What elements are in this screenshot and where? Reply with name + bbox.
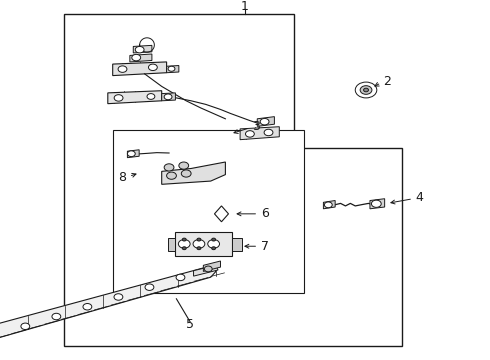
Circle shape bbox=[181, 170, 191, 177]
Circle shape bbox=[360, 86, 372, 94]
Text: 3: 3 bbox=[252, 120, 260, 132]
Bar bbox=[175, 232, 232, 256]
Circle shape bbox=[145, 284, 154, 291]
Circle shape bbox=[164, 94, 172, 100]
Circle shape bbox=[83, 303, 92, 310]
Circle shape bbox=[178, 240, 190, 248]
Polygon shape bbox=[113, 62, 167, 76]
Circle shape bbox=[114, 95, 123, 101]
Circle shape bbox=[197, 247, 201, 250]
Polygon shape bbox=[194, 265, 218, 276]
Circle shape bbox=[179, 162, 189, 169]
Circle shape bbox=[167, 172, 176, 179]
Polygon shape bbox=[127, 150, 139, 158]
Text: 1: 1 bbox=[241, 0, 249, 13]
Circle shape bbox=[204, 266, 212, 272]
Circle shape bbox=[114, 294, 123, 300]
Polygon shape bbox=[257, 117, 274, 126]
Circle shape bbox=[182, 238, 186, 241]
Circle shape bbox=[212, 247, 216, 250]
Circle shape bbox=[364, 88, 368, 92]
Circle shape bbox=[132, 54, 141, 61]
Circle shape bbox=[164, 164, 174, 171]
Circle shape bbox=[147, 94, 155, 99]
Circle shape bbox=[148, 64, 157, 71]
Circle shape bbox=[176, 274, 185, 281]
Circle shape bbox=[118, 66, 127, 72]
Text: 4: 4 bbox=[416, 191, 423, 204]
Text: 5: 5 bbox=[186, 318, 194, 331]
Circle shape bbox=[208, 240, 220, 248]
Circle shape bbox=[168, 66, 175, 71]
Polygon shape bbox=[215, 206, 228, 222]
Circle shape bbox=[371, 200, 381, 207]
Text: 8: 8 bbox=[119, 171, 126, 184]
Text: 6: 6 bbox=[261, 207, 269, 220]
Polygon shape bbox=[240, 127, 279, 140]
Circle shape bbox=[182, 247, 186, 250]
Circle shape bbox=[197, 238, 201, 241]
Text: 7: 7 bbox=[261, 240, 269, 253]
Circle shape bbox=[212, 238, 216, 241]
Circle shape bbox=[324, 202, 332, 208]
Circle shape bbox=[135, 46, 144, 53]
Polygon shape bbox=[64, 14, 402, 346]
Circle shape bbox=[260, 118, 269, 125]
Text: 2: 2 bbox=[383, 75, 391, 88]
Bar bbox=[168, 238, 175, 251]
Polygon shape bbox=[323, 201, 335, 209]
Polygon shape bbox=[130, 54, 152, 62]
Circle shape bbox=[193, 240, 205, 248]
Polygon shape bbox=[162, 162, 225, 184]
Bar bbox=[232, 238, 242, 251]
Polygon shape bbox=[203, 261, 220, 271]
Circle shape bbox=[21, 323, 30, 329]
Circle shape bbox=[52, 313, 61, 320]
Polygon shape bbox=[167, 66, 179, 73]
Polygon shape bbox=[133, 45, 152, 53]
Polygon shape bbox=[108, 91, 162, 104]
Circle shape bbox=[355, 82, 377, 98]
Circle shape bbox=[245, 131, 254, 137]
Polygon shape bbox=[0, 265, 216, 340]
Circle shape bbox=[264, 129, 273, 136]
Polygon shape bbox=[113, 130, 304, 293]
Polygon shape bbox=[162, 93, 175, 101]
Circle shape bbox=[127, 151, 135, 157]
Polygon shape bbox=[370, 199, 385, 209]
